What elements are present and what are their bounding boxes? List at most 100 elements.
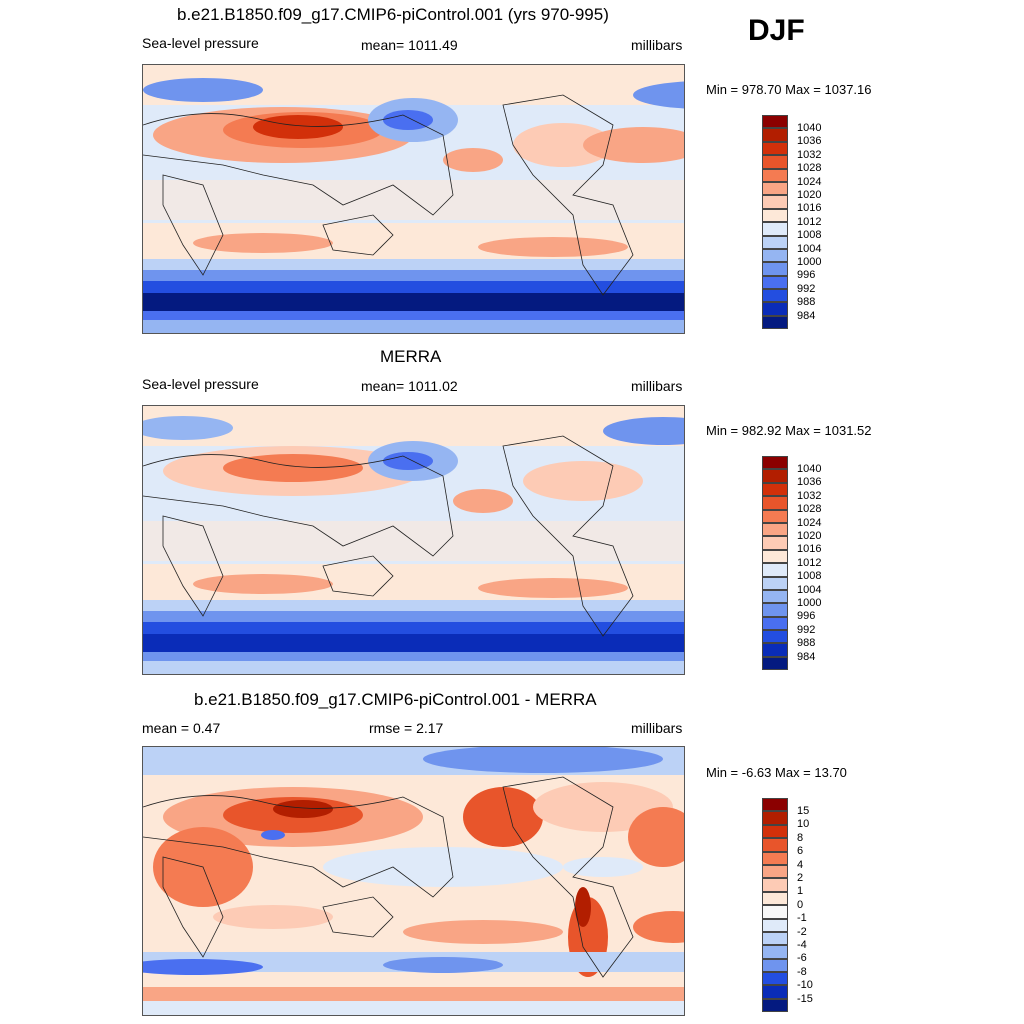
colorbar-swatch — [762, 155, 788, 169]
colorbar-swatch — [762, 603, 788, 617]
colorbar-swatch — [762, 972, 788, 986]
colorbar-swatch — [762, 181, 788, 196]
colorbar-swatch — [762, 248, 788, 263]
colorbar-swatch — [762, 878, 788, 892]
colorbar-tick-label: 996 — [797, 610, 816, 623]
colorbar-swatch — [762, 931, 788, 946]
colorbar-swatch — [762, 115, 788, 129]
colorbar-tick-label: 1016 — [797, 202, 822, 215]
colorbar-swatch — [762, 315, 788, 330]
colorbar-swatch — [762, 945, 788, 959]
colorbar-tick-label: 1024 — [797, 516, 822, 529]
colorbar-tick-label: 2 — [797, 871, 804, 884]
panel-3-minmax: Min = -6.63 Max = 13.70 — [706, 765, 847, 780]
colorbar-swatch — [762, 811, 788, 825]
panel-1-minmax: Min = 978.70 Max = 1037.16 — [706, 82, 872, 97]
colorbar-swatch — [762, 643, 788, 657]
colorbar-swatch — [762, 482, 788, 497]
colorbar-swatch — [762, 456, 788, 470]
colorbar-swatch — [762, 576, 788, 590]
colorbar-tick-label: -8 — [797, 965, 807, 978]
colorbar-tick-label: -4 — [797, 938, 807, 951]
panel-2-minmax: Min = 982.92 Max = 1031.52 — [706, 423, 872, 438]
colorbar-tick-label: 1028 — [797, 162, 822, 175]
colorbar-tick-label: 1024 — [797, 175, 822, 188]
panel-3-title: b.e21.B1850.f09_g17.CMIP6-piControl.001 … — [194, 690, 597, 709]
panel-3-colorbar — [762, 798, 788, 1013]
colorbar-tick-label: 984 — [797, 309, 816, 322]
colorbar-tick-label: 0 — [797, 898, 804, 911]
panel-3-rmse-label: rmse = 2.17 — [369, 720, 444, 736]
colorbar-swatch — [762, 905, 788, 919]
colorbar-tick-label: 1012 — [797, 556, 822, 569]
colorbar-tick-label: 1036 — [797, 135, 822, 148]
colorbar-swatch — [762, 289, 788, 303]
colorbar-swatch — [762, 630, 788, 644]
colorbar-tick-label: 1008 — [797, 570, 822, 583]
colorbar-tick-label: 4 — [797, 858, 804, 871]
panel-2-map-field — [143, 406, 684, 674]
colorbar-swatch — [762, 616, 788, 631]
colorbar-swatch — [762, 536, 788, 550]
colorbar-tick-label: 988 — [797, 296, 816, 309]
colorbar-swatch — [762, 195, 788, 209]
colorbar-swatch — [762, 208, 788, 223]
colorbar-tick-label: 1036 — [797, 476, 822, 489]
panel-3-map — [142, 746, 685, 1016]
panel-1-colorbar — [762, 115, 788, 330]
colorbar-swatch — [762, 549, 788, 564]
colorbar-swatch — [762, 918, 788, 932]
colorbar-swatch — [762, 864, 788, 879]
panel-3-map-field — [143, 747, 684, 1015]
colorbar-tick-label: 984 — [797, 650, 816, 663]
colorbar-tick-label: -6 — [797, 952, 807, 965]
colorbar-tick-label: 992 — [797, 282, 816, 295]
colorbar-tick-label: 15 — [797, 804, 810, 817]
panel-2-map — [142, 405, 685, 675]
colorbar-tick-label: -1 — [797, 912, 807, 925]
colorbar-swatch — [762, 262, 788, 276]
season-label: DJF — [748, 14, 805, 47]
colorbar-swatch — [762, 235, 788, 249]
colorbar-tick-label: 10 — [797, 818, 810, 831]
colorbar-tick-label: 1016 — [797, 543, 822, 556]
colorbar-swatch — [762, 958, 788, 973]
panel-2-mean-label: mean= 1011.02 — [361, 378, 458, 394]
colorbar-tick-label: -2 — [797, 925, 807, 938]
colorbar-swatch — [762, 838, 788, 852]
colorbar-swatch — [762, 589, 788, 604]
colorbar-tick-label: -15 — [797, 992, 813, 1005]
colorbar-swatch — [762, 141, 788, 156]
colorbar-tick-label: 988 — [797, 637, 816, 650]
panel-1-mean-label: mean= 1011.49 — [361, 37, 458, 53]
colorbar-tick-label: 1032 — [797, 148, 822, 161]
colorbar-tick-label: -10 — [797, 979, 813, 992]
colorbar-tick-label: 1 — [797, 885, 804, 898]
colorbar-tick-label: 1028 — [797, 503, 822, 516]
colorbar-swatch — [762, 222, 788, 236]
colorbar-swatch — [762, 656, 788, 671]
colorbar-tick-label: 1004 — [797, 583, 822, 596]
colorbar-swatch — [762, 168, 788, 182]
panel-1-map — [142, 64, 685, 334]
panel-1-map-field — [143, 65, 684, 333]
colorbar-tick-label: 996 — [797, 269, 816, 282]
panel-3-mean-label: mean = 0.47 — [142, 720, 221, 736]
colorbar-swatch — [762, 851, 788, 865]
colorbar-tick-label: 1020 — [797, 188, 822, 201]
panel-1-variable-label: Sea-level pressure — [142, 35, 259, 51]
colorbar-swatch — [762, 824, 788, 839]
colorbar-tick-label: 1004 — [797, 242, 822, 255]
colorbar-tick-label: 8 — [797, 831, 804, 844]
colorbar-swatch — [762, 998, 788, 1013]
panel-1-units-label: millibars — [631, 37, 683, 53]
colorbar-tick-label: 1020 — [797, 529, 822, 542]
colorbar-tick-label: 1012 — [797, 215, 822, 228]
colorbar-swatch — [762, 985, 788, 999]
colorbar-swatch — [762, 563, 788, 577]
colorbar-swatch — [762, 302, 788, 316]
colorbar-tick-label: 1040 — [797, 121, 822, 134]
panel-3-units-label: millibars — [631, 720, 683, 736]
colorbar-tick-label: 1008 — [797, 229, 822, 242]
colorbar-swatch — [762, 469, 788, 483]
